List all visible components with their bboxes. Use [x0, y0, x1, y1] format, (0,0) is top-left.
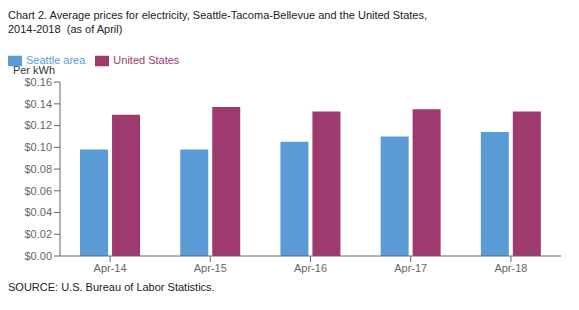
- svg-text:$0.06: $0.06: [24, 185, 52, 197]
- html-text:United States: United States: [113, 54, 180, 66]
- html-text:Seattle area: Seattle area: [26, 54, 86, 66]
- svg-text:Apr-16: Apr-16: [294, 262, 327, 274]
- svg-text:$0.08: $0.08: [24, 163, 52, 175]
- svg-text:$0.00: $0.00: [24, 250, 52, 262]
- svg-text:$0.10: $0.10: [24, 141, 52, 153]
- svg-text:$0.14: $0.14: [24, 98, 52, 110]
- svg-text:$0.02: $0.02: [24, 228, 52, 240]
- svg-text:$0.12: $0.12: [24, 119, 52, 131]
- html-text:SOURCE: U.S. Bureau of Labor S: SOURCE: U.S. Bureau of Labor Statistics.: [8, 281, 215, 293]
- svg-text:Apr-18: Apr-18: [494, 262, 527, 274]
- svg-text:Apr-17: Apr-17: [394, 262, 427, 274]
- svg-text:Apr-15: Apr-15: [194, 262, 227, 274]
- html-text:Chart 2. Average prices for el: Chart 2. Average prices for electricity,…: [8, 9, 427, 21]
- svg-text:$0.16: $0.16: [24, 76, 52, 88]
- svg-text:Apr-14: Apr-14: [94, 262, 127, 274]
- svg-text:Per kWh: Per kWh: [13, 64, 55, 76]
- html-text:2014-2018 (as of April): 2014-2018 (as of April): [8, 23, 123, 35]
- svg-text:$0.04: $0.04: [24, 206, 52, 218]
